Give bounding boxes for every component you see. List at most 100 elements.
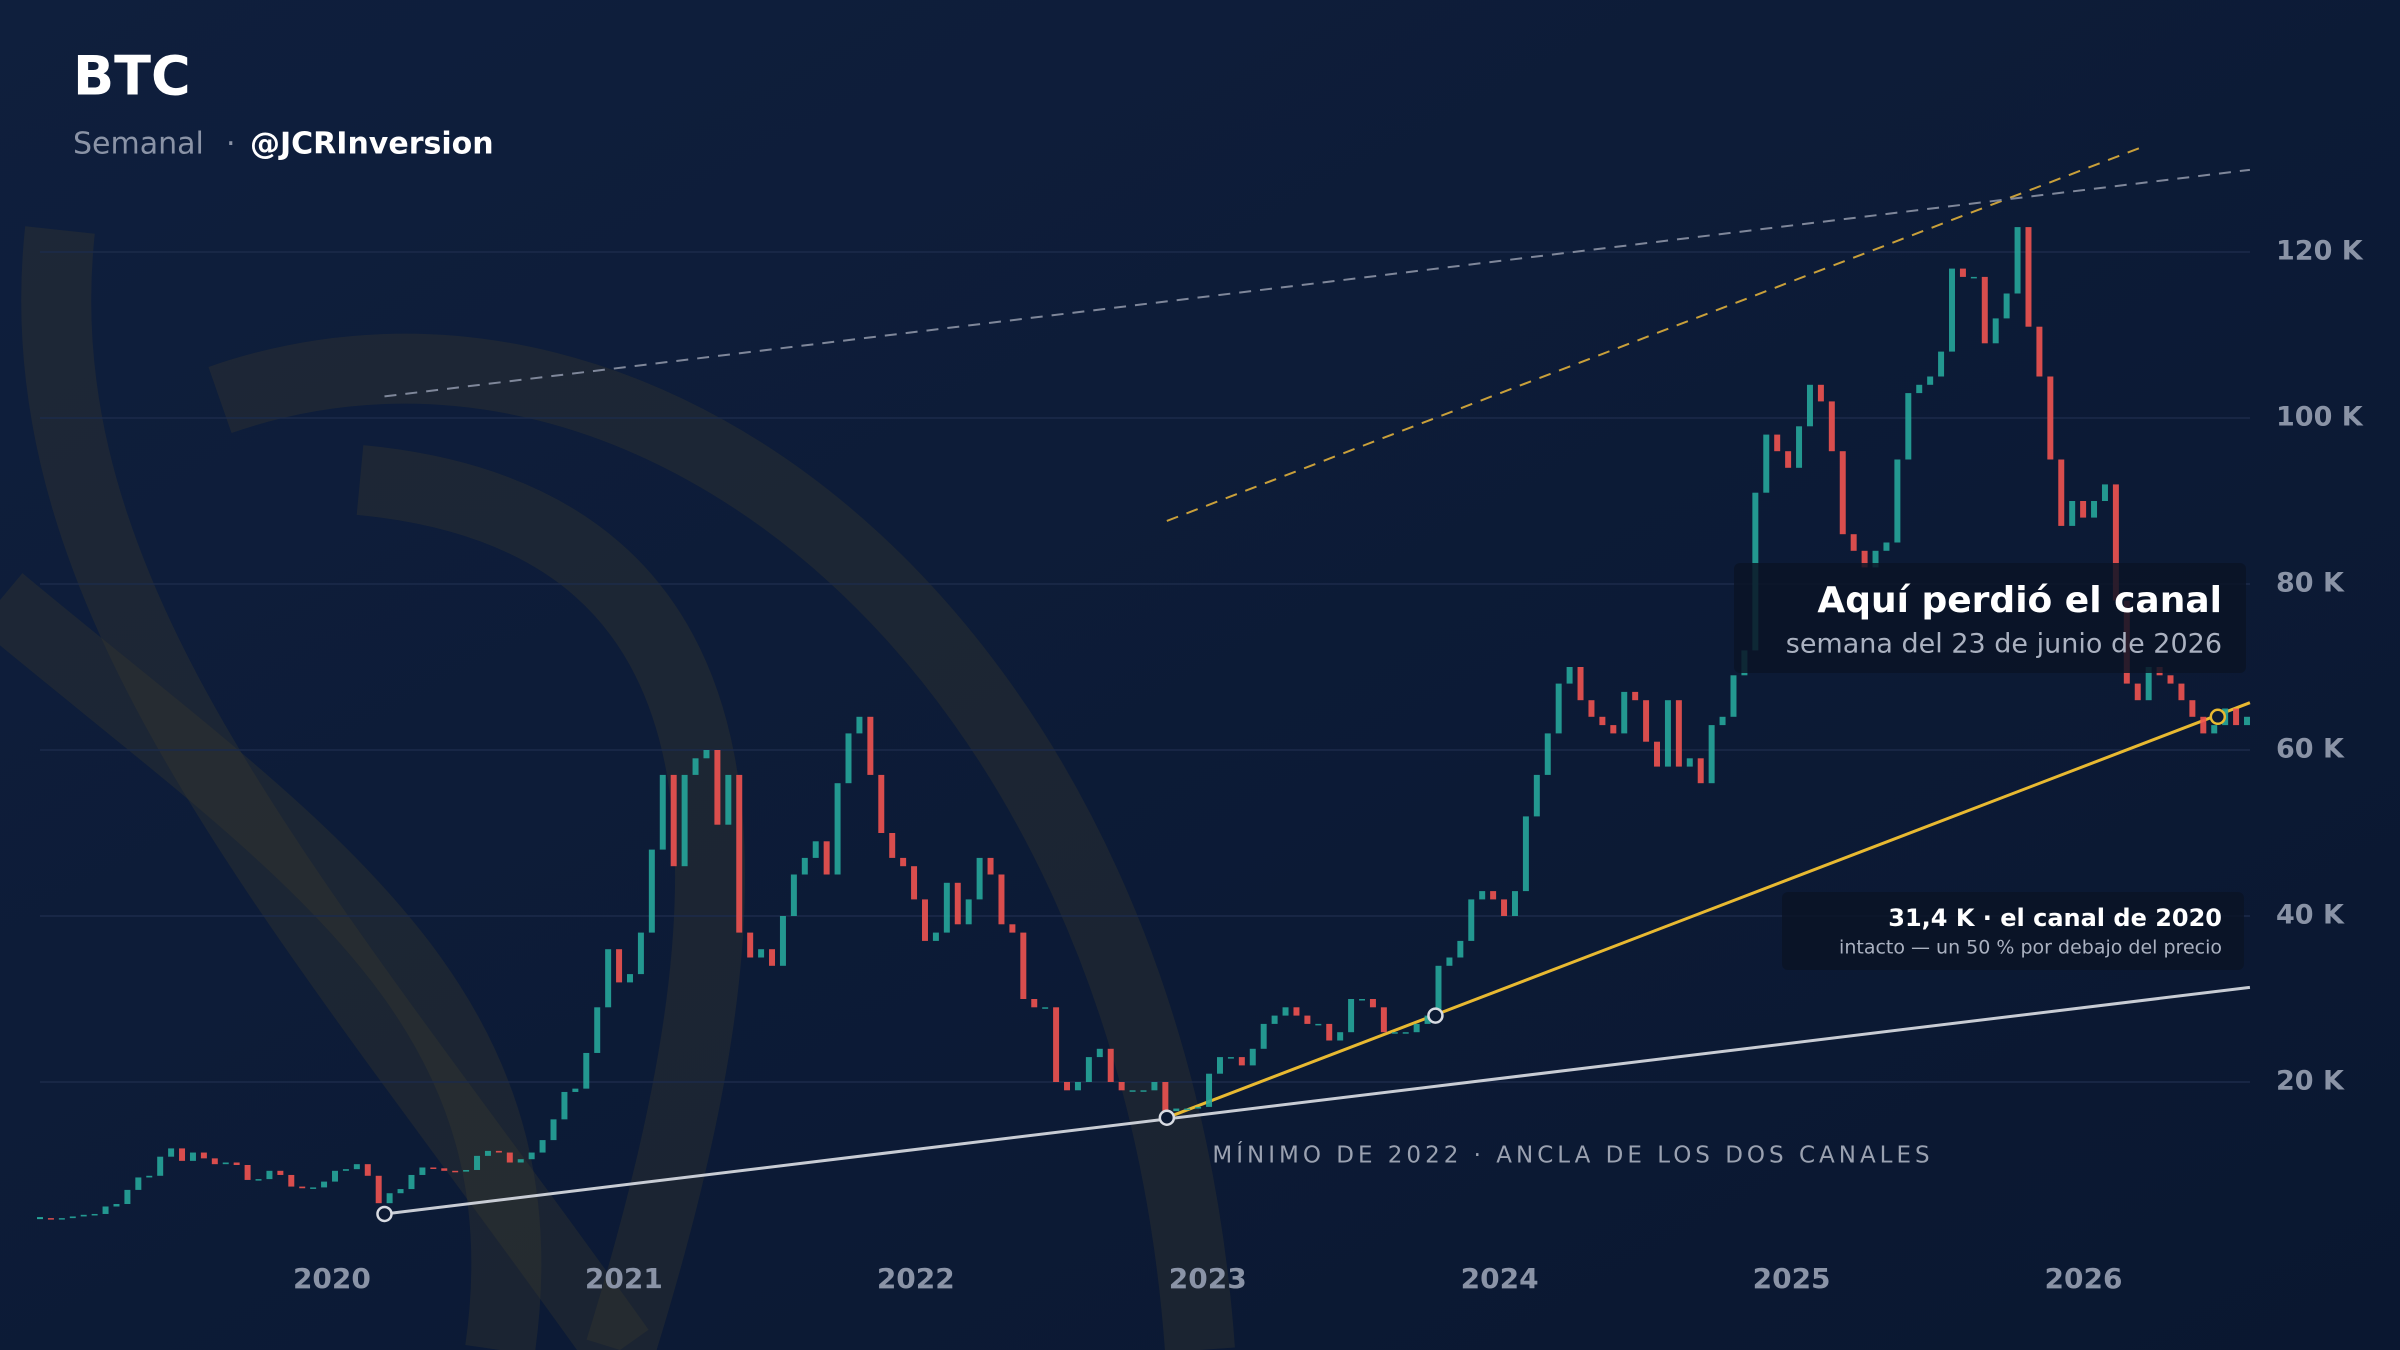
x-tick-label: 2021 xyxy=(585,1262,663,1295)
candle xyxy=(2025,227,2032,327)
candle xyxy=(266,1170,273,1180)
candle xyxy=(878,774,885,833)
candle xyxy=(1785,451,1792,468)
y-tick-label: 100 K xyxy=(2276,402,2364,433)
candle xyxy=(550,1119,557,1141)
candle xyxy=(233,1162,240,1165)
candle xyxy=(2233,708,2240,726)
candle xyxy=(921,899,928,941)
candle xyxy=(408,1174,415,1190)
candle xyxy=(659,774,666,850)
callout-subtitle: semana del 23 de junio de 2026 xyxy=(1786,629,2222,660)
candle xyxy=(80,1214,87,1217)
separator: · xyxy=(226,127,236,162)
candle xyxy=(222,1162,229,1165)
trendline xyxy=(1166,147,2140,522)
candle xyxy=(2003,293,2010,319)
candle xyxy=(1348,999,1355,1033)
candle xyxy=(1763,434,1770,493)
candle xyxy=(1796,426,1803,468)
candle xyxy=(1479,891,1486,900)
candle xyxy=(2178,683,2185,701)
candle xyxy=(1424,1015,1431,1024)
trendline xyxy=(384,168,2251,398)
candle xyxy=(1184,1108,1191,1111)
candle xyxy=(1053,1007,1060,1082)
candle xyxy=(1173,1108,1180,1112)
candle xyxy=(1621,691,1628,734)
candle xyxy=(189,1152,196,1161)
candle xyxy=(2047,376,2054,460)
candle xyxy=(1391,1032,1398,1034)
candle xyxy=(779,916,786,966)
candle xyxy=(954,882,961,925)
candle xyxy=(758,949,765,958)
candle xyxy=(1566,667,1573,684)
candle xyxy=(528,1152,535,1160)
candle xyxy=(1544,733,1551,775)
candle xyxy=(681,774,688,867)
candle xyxy=(1402,1032,1409,1034)
candle xyxy=(506,1152,513,1163)
candle xyxy=(987,857,994,875)
title: BTC xyxy=(73,45,191,108)
candle xyxy=(1861,550,1868,568)
candle xyxy=(1588,700,1595,717)
candle xyxy=(725,774,732,825)
candle xyxy=(1009,924,1016,933)
candle xyxy=(47,1218,54,1220)
anchor-point xyxy=(376,1205,393,1223)
callout-box xyxy=(1734,563,2246,673)
candle xyxy=(441,1168,448,1171)
candle xyxy=(1085,1057,1092,1082)
candle xyxy=(277,1170,284,1175)
candle xyxy=(124,1189,131,1205)
candle xyxy=(1970,276,1977,279)
candle xyxy=(1227,1057,1234,1059)
x-tick-label: 2023 xyxy=(1169,1262,1247,1295)
candle xyxy=(1380,1007,1387,1033)
candle xyxy=(1490,891,1497,900)
trendline xyxy=(384,985,2251,1216)
candle xyxy=(1042,1007,1049,1009)
candle xyxy=(2069,501,2076,526)
candle xyxy=(1457,940,1464,958)
candle xyxy=(2211,725,2218,734)
markers xyxy=(376,708,2227,1223)
candle xyxy=(1020,932,1027,999)
candle xyxy=(1369,999,1376,1008)
candle xyxy=(692,758,699,775)
candle xyxy=(1872,550,1879,568)
candle xyxy=(1359,999,1366,1001)
anchor-point xyxy=(1427,1007,1444,1024)
candle xyxy=(1315,1023,1322,1026)
candle xyxy=(463,1169,470,1172)
candle xyxy=(37,1217,43,1220)
candle xyxy=(1981,276,1988,344)
candle xyxy=(1577,667,1584,701)
candle xyxy=(769,949,776,966)
candle xyxy=(2145,667,2152,701)
candle xyxy=(943,882,950,933)
candle xyxy=(157,1156,164,1176)
candle xyxy=(211,1158,218,1165)
candle xyxy=(310,1187,317,1189)
candle xyxy=(747,932,754,958)
channel-box xyxy=(1782,892,2244,970)
candle xyxy=(495,1150,502,1153)
candle xyxy=(965,899,972,925)
candle xyxy=(845,733,852,784)
channel-subtitle: intacto — un 50 % por debajo del precio xyxy=(1839,937,2222,959)
candle xyxy=(2189,700,2196,717)
y-tick-label: 80 K xyxy=(2276,568,2345,599)
candle xyxy=(168,1148,175,1157)
candle xyxy=(1774,434,1781,452)
subtitle: Semanal xyxy=(73,127,204,162)
candle xyxy=(976,857,983,900)
anchor-point xyxy=(2209,708,2227,726)
candle xyxy=(1850,534,1857,551)
candle xyxy=(823,841,830,875)
candle xyxy=(703,750,710,759)
x-tick-label: 2025 xyxy=(1753,1262,1831,1295)
candle xyxy=(1533,774,1540,817)
